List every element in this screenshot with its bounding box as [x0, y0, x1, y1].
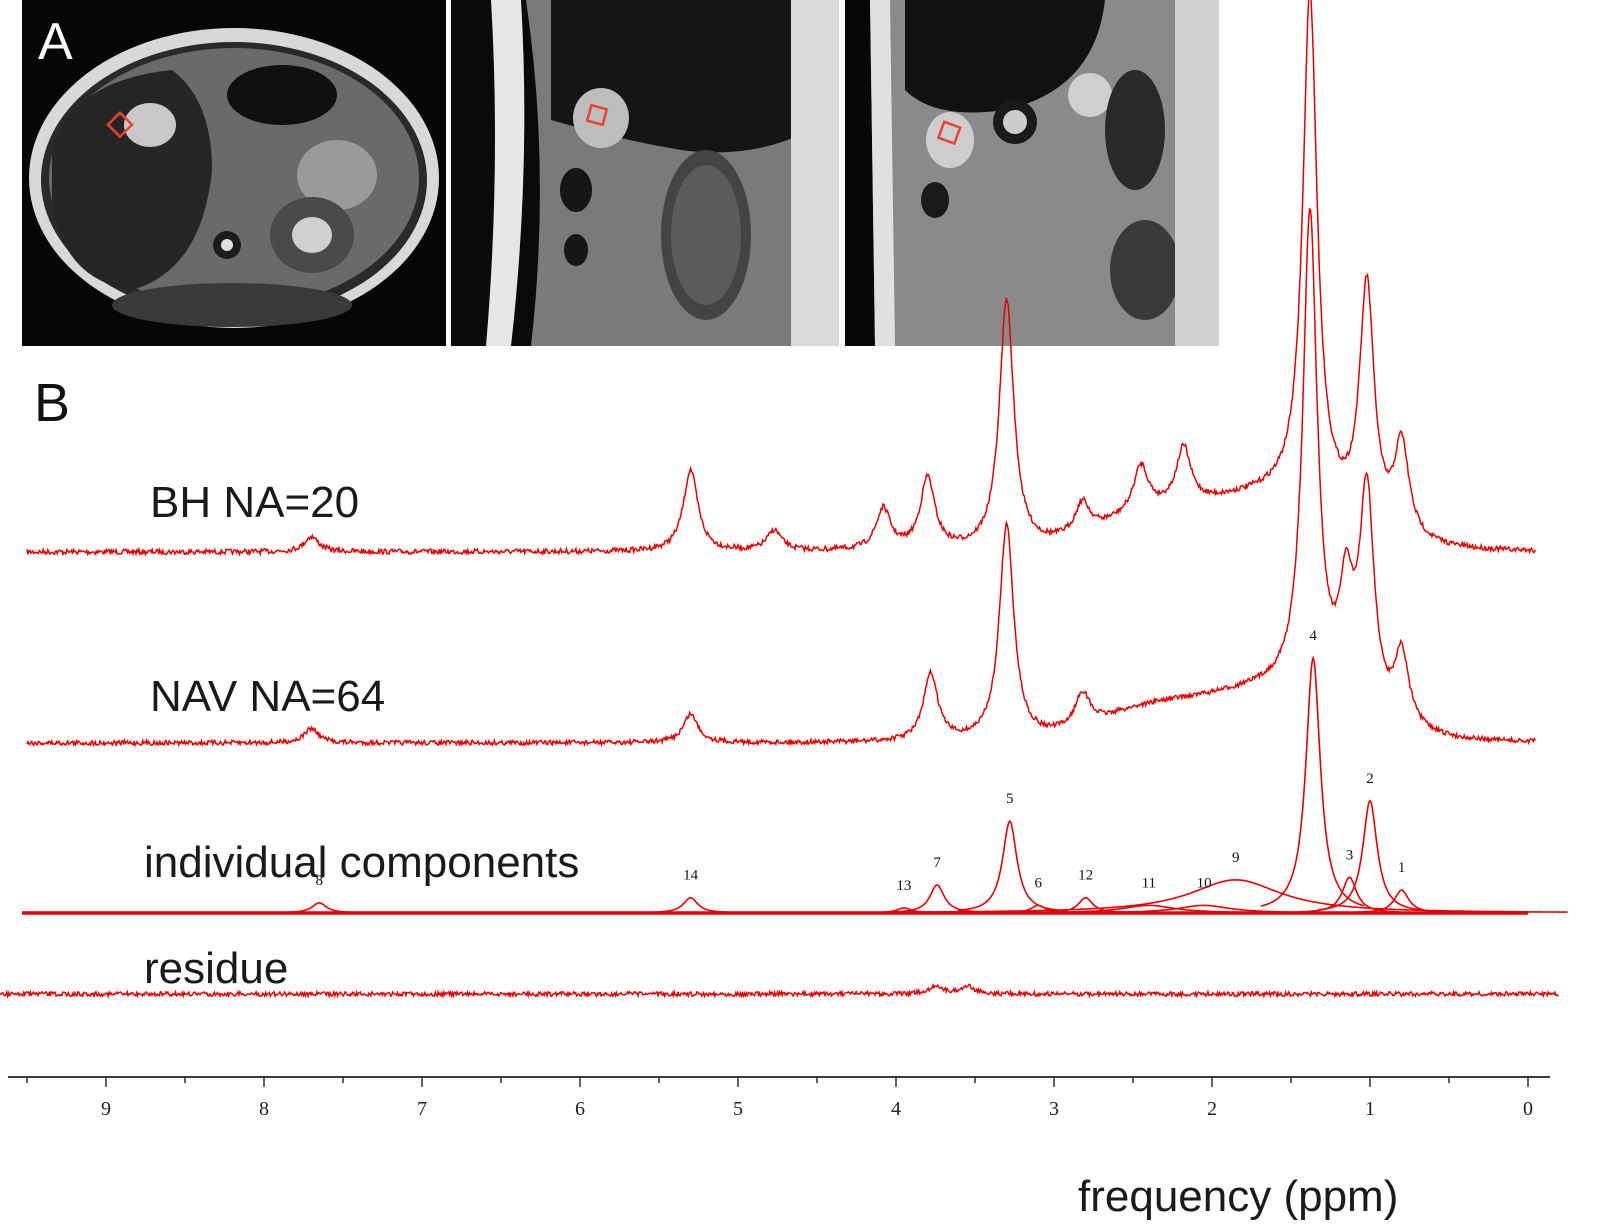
component-label-11: 11: [1142, 875, 1156, 891]
mri-axial-image: A: [22, 0, 446, 346]
trace-bh: [26, 0, 1536, 557]
component-label-9: 9: [1232, 850, 1240, 866]
mri-sagittal-image: [451, 0, 839, 346]
spectrum-traces: [0, 0, 1568, 1000]
roi-box-coronal: [936, 120, 962, 146]
panel-b-label: B: [34, 373, 71, 433]
component-peak-5: [957, 819, 1062, 912]
component-label-2: 2: [1366, 771, 1374, 787]
component-peak-9: [903, 879, 1568, 913]
component-label-13: 13: [896, 878, 911, 894]
component-peak-7: [884, 884, 990, 913]
x-tick-label-5: 5: [733, 1098, 743, 1120]
roi-box-sagittal: [585, 103, 609, 127]
component-peak-3: [1297, 876, 1401, 913]
panel-a-label: A: [38, 13, 73, 71]
series-label-bh: BH NA=20: [150, 478, 360, 527]
x-tick-label-2: 2: [1207, 1098, 1217, 1120]
component-label-10: 10: [1197, 875, 1212, 891]
trace-residue: [0, 982, 1559, 1000]
component-peak-11: [959, 904, 1339, 914]
x-tick-label-0: 0: [1523, 1098, 1533, 1120]
x-axis-title: frequency (ppm): [1078, 1172, 1399, 1221]
component-peak-12: [1033, 896, 1138, 914]
x-tick-label-8: 8: [259, 1098, 269, 1120]
trace-nav: [26, 207, 1536, 748]
component-label-5: 5: [1006, 791, 1014, 807]
component-peak-13: [851, 907, 956, 914]
component-label-6: 6: [1034, 875, 1042, 891]
x-tick-label-4: 4: [891, 1098, 901, 1120]
x-tick-label-9: 9: [101, 1098, 111, 1120]
component-label-3: 3: [1346, 847, 1354, 863]
x-axis: 9 8 7 6 5 4 3 2 1 0: [8, 1076, 1550, 1120]
x-tick-label-3: 3: [1049, 1098, 1059, 1120]
component-peak-4: [1260, 655, 1365, 907]
component-label-7: 7: [933, 855, 941, 871]
roi-box-axial: [106, 110, 134, 139]
x-tick-label-7: 7: [417, 1098, 427, 1120]
component-peak-1: [1349, 889, 1453, 914]
component-label-1: 1: [1398, 860, 1406, 876]
component-peak-2: [1317, 799, 1422, 911]
series-label-components: individual components: [144, 838, 580, 887]
component-label-8: 8: [316, 873, 324, 889]
component-label-4: 4: [1309, 628, 1317, 644]
component-label-14: 14: [683, 868, 699, 884]
series-label-nav: NAV NA=64: [150, 672, 386, 721]
series-label-residue: residue: [144, 944, 289, 993]
component-label-12: 12: [1078, 868, 1093, 884]
x-tick-label-6: 6: [575, 1098, 585, 1120]
component-peak-8: [267, 901, 371, 914]
mri-coronal-image: [845, 0, 1219, 346]
component-peak-14: [638, 896, 742, 914]
x-tick-label-1: 1: [1365, 1098, 1375, 1120]
